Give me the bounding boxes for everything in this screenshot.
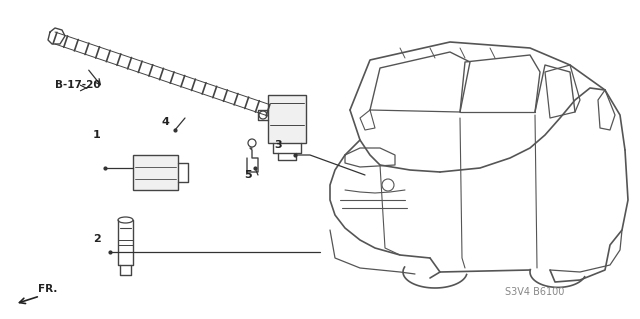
Text: B-17-20: B-17-20 [55, 80, 100, 90]
Text: 2: 2 [93, 234, 101, 244]
FancyBboxPatch shape [268, 95, 306, 143]
Text: 3: 3 [274, 140, 282, 150]
Text: FR.: FR. [38, 284, 58, 294]
FancyBboxPatch shape [133, 155, 178, 190]
Text: S3V4 B6100: S3V4 B6100 [505, 287, 564, 297]
Text: 1: 1 [93, 130, 101, 140]
Text: 5: 5 [244, 170, 252, 180]
Text: 4: 4 [161, 117, 169, 127]
